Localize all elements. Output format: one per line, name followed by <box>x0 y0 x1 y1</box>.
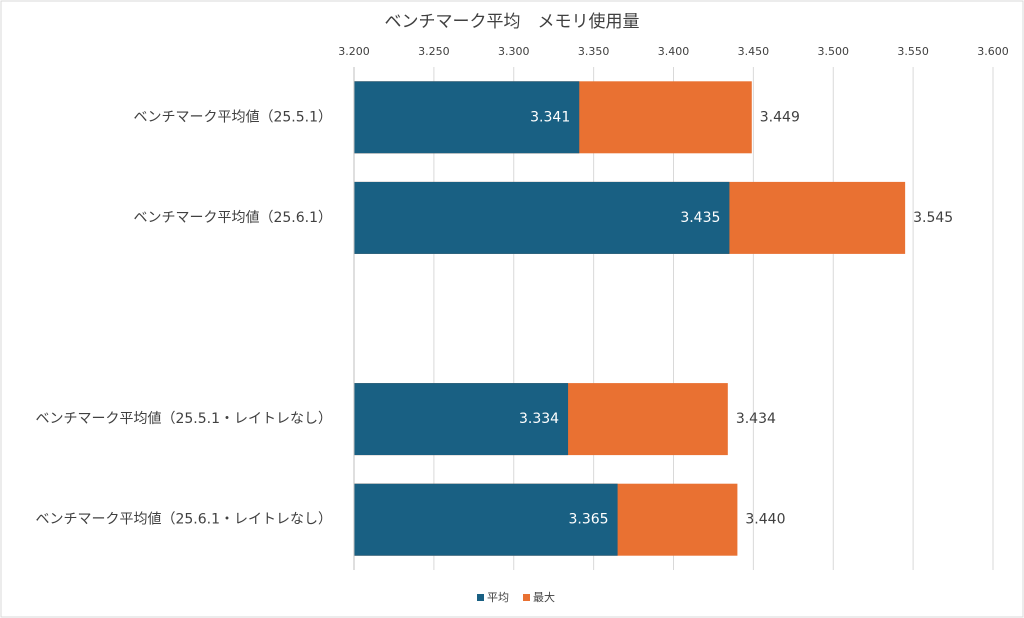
x-tick-label: 3.400 <box>658 45 690 58</box>
legend-label: 最大 <box>533 590 555 604</box>
data-label: 3.365 <box>568 512 608 528</box>
bar <box>354 181 730 254</box>
y-tick-label: ベンチマーク平均値（25.6.1・レイトレなし） <box>35 512 332 528</box>
x-tick-label: 3.200 <box>338 45 370 58</box>
x-tick-label: 3.350 <box>578 45 610 58</box>
data-label: 3.435 <box>680 210 720 226</box>
data-label: 3.545 <box>913 210 953 226</box>
chart-title: ベンチマーク平均 メモリ使用量 <box>385 11 640 32</box>
x-tick-label: 3.600 <box>977 45 1009 58</box>
data-label: 3.341 <box>530 109 570 125</box>
x-tick-label: 3.500 <box>818 45 850 58</box>
y-tick-label: ベンチマーク平均値（25.6.1） <box>133 210 332 226</box>
legend-label: 平均 <box>487 591 509 604</box>
x-tick-label: 3.450 <box>738 45 770 58</box>
data-label: 3.440 <box>745 512 785 528</box>
data-label: 3.434 <box>736 411 776 427</box>
legend-swatch <box>523 594 530 601</box>
y-tick-label: ベンチマーク平均値（25.5.1・レイトレなし） <box>35 411 332 427</box>
x-tick-label: 3.300 <box>498 45 530 58</box>
bar <box>354 483 618 556</box>
y-tick-label: ベンチマーク平均値（25.5.1） <box>133 109 332 125</box>
x-tick-label: 3.550 <box>897 45 929 58</box>
bar <box>354 383 569 456</box>
x-tick-label: 3.250 <box>418 45 450 58</box>
bar <box>354 81 580 154</box>
data-label: 3.334 <box>519 411 559 427</box>
legend-swatch <box>477 594 484 601</box>
data-label: 3.449 <box>760 109 800 125</box>
